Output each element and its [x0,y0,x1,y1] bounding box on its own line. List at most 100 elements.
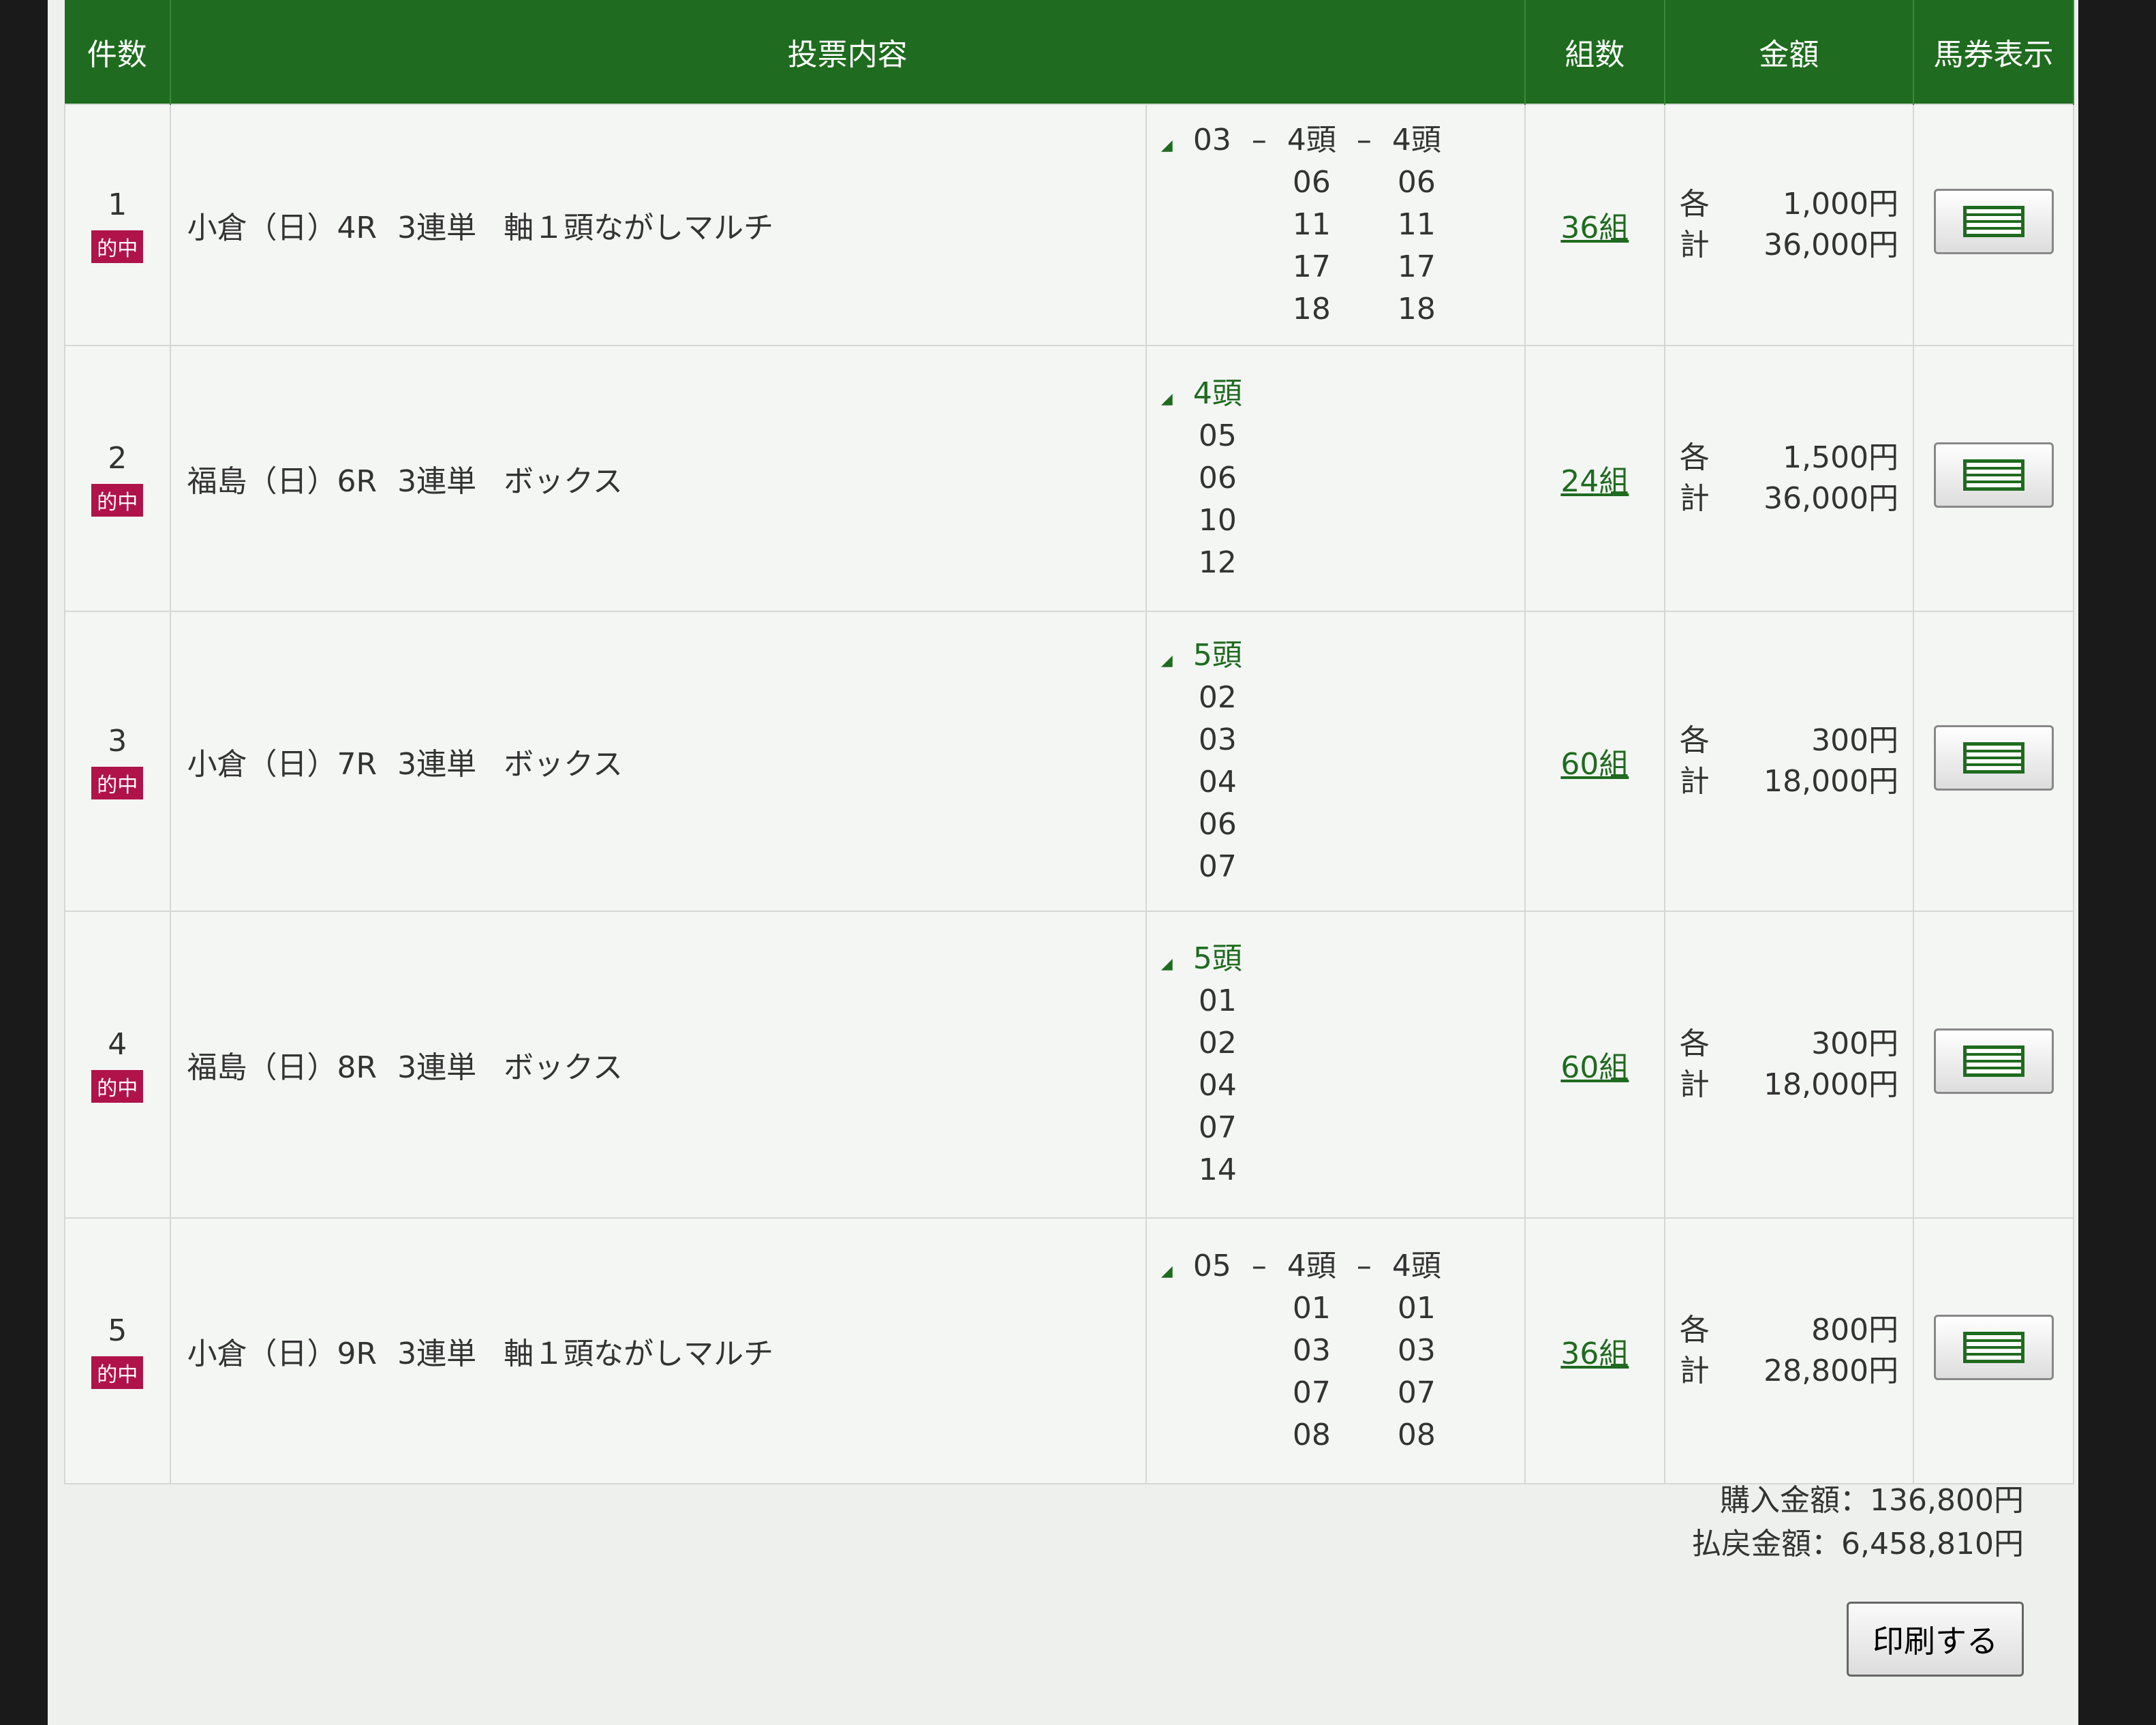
horse-number: 11 [1397,207,1436,242]
horse-number: 06 [1292,165,1331,200]
kumi-link[interactable]: 60組 [1560,747,1629,782]
kumi-link[interactable]: 60組 [1560,1050,1629,1085]
each-amount: 1,000円 [1783,187,1899,222]
amount-cell: 各 1,000円計 36,000円 [1663,104,1915,346]
each-amount: 800円 [1811,1313,1899,1347]
bet-type: 3連単 [397,211,477,245]
ticket-view-button[interactable] [1933,188,2054,254]
selection-column: 4頭 06 11 17 18 [1392,119,1441,331]
each-label: 各 [1679,187,1710,222]
horse-number: 07 [1198,849,1237,884]
race-cell: 小倉（日）4R 3連単 軸１頭ながしマルチ [169,104,1147,346]
selection: ◢ 5頭 02 03 04 06 07 [1148,621,1524,902]
horse-number: 07 [1397,1375,1436,1410]
count-cell: 4 的中 [64,911,171,1219]
kumi-link[interactable]: 36組 [1560,211,1629,245]
amount-grid: 各 1,000円計 36,000円 [1666,184,1912,266]
row-number: 5 [108,1313,127,1348]
amount-grid: 各 800円計 28,800円 [1666,1310,1912,1392]
hit-badge: 的中 [91,483,144,517]
kumi-link[interactable]: 24組 [1560,464,1629,499]
table-header: 件数 投票内容 組数 金額 馬券表示 [65,0,2074,104]
total-amount: 36,000円 [1764,481,1899,516]
axis-horse: 03 [1192,123,1231,157]
ticket-view-button[interactable] [1933,1314,2054,1380]
column-head: 4頭 [1287,123,1336,157]
purchase-total: 購入金額：136,800円 [1720,1483,2024,1518]
count-cell: 3 的中 [64,611,171,912]
col-count: 件数 [65,0,171,104]
horse-number: 11 [1292,207,1331,242]
bet-method: 軸１頭ながしマルチ [504,1337,774,1371]
kumi-cell: 36組 [1524,1217,1665,1484]
bet-method: ボックス [504,747,623,782]
amount-cell: 各 800円計 28,800円 [1663,1217,1915,1484]
ticket-icon [1962,459,2024,491]
race-name: 福島（日）8R [187,1050,378,1085]
table-row: 4 的中 福島（日）8R 3連単 ボックス ◢ 5頭 01 02 04 07 14 60組 各 300円計 1… [64,911,2074,1219]
selection-column: 4頭 01 03 07 08 [1392,1245,1441,1456]
selection-column: 4頭 06 11 17 18 [1287,119,1336,331]
triangle-icon: ◢ [1160,956,1173,973]
column-head: 4頭 [1391,123,1441,157]
totals: 購入金額：136,800円 払戻金額：6,458,810円 [1691,1479,2024,1566]
ticket-view-button[interactable] [1933,1028,2054,1094]
triangle-icon: ◢ [1160,391,1173,408]
amount-grid: 各 1,500円計 36,000円 [1666,438,1912,519]
bet-method: ボックス [504,464,623,499]
count-cell: 1 的中 [64,104,171,346]
separator-dash: – [1356,1249,1372,1283]
print-button[interactable]: 印刷する [1847,1602,2024,1677]
bet-type: 3連単 [397,1050,477,1085]
total-label: 計 [1679,481,1710,516]
column-head: 4頭 [1192,376,1242,411]
row-number: 2 [108,440,127,476]
race-cell: 福島（日）6R 3連単 ボックス [169,345,1147,612]
payout-total: 払戻金額：6,458,810円 [1691,1527,2024,1561]
race-name: 小倉（日）7R [187,747,378,782]
col-kumi: 組数 [1524,0,1665,104]
col-content: 投票内容 [170,0,1526,104]
bet-table: 件数 投票内容 組数 金額 馬券表示 1 的中 小倉（日）4R 3連単 軸１頭ながしマル… [64,0,2074,1484]
hit-badge: 的中 [91,1069,144,1103]
ticket-view-cell [1913,104,2074,346]
selection-column: 5頭 02 03 04 06 07 [1193,635,1242,888]
hit-badge: 的中 [91,766,144,799]
ticket-icon [1962,742,2024,774]
horse-number: 02 [1198,1026,1237,1060]
each-amount: 300円 [1811,1026,1899,1061]
table-row: 2 的中 福島（日）6R 3連単 ボックス ◢ 4頭 05 06 10 12 24組 各 1,500円計 3… [64,345,2074,612]
race-name: 福島（日）6R [187,464,378,499]
betting-history-panel: 件数 投票内容 組数 金額 馬券表示 1 的中 小倉（日）4R 3連単 軸１頭ながしマル… [48,0,2078,1725]
amount-cell: 各 300円計 18,000円 [1663,911,1915,1219]
bet-type: 3連単 [397,747,477,782]
horse-number: 01 [1292,1291,1331,1326]
row-number: 4 [108,1026,127,1062]
column-head: 4頭 [1287,1249,1336,1283]
amount-cell: 各 300円計 18,000円 [1663,611,1915,912]
ticket-view-button[interactable] [1933,724,2054,791]
column-head: 4頭 [1391,1249,1441,1283]
column-head: 5頭 [1192,941,1242,976]
ticket-view-cell [1913,611,2074,912]
ticket-icon [1962,1331,2024,1363]
race-name: 小倉（日）9R [187,1337,378,1371]
amount-grid: 各 300円計 18,000円 [1666,1024,1912,1105]
selection: ◢ 4頭 05 06 10 12 [1148,359,1524,598]
horse-number: 18 [1292,292,1331,326]
selection-column: 4頭 05 06 10 12 [1193,373,1242,584]
total-label: 計 [1679,1354,1710,1388]
ticket-view-button[interactable] [1933,442,2054,508]
ticket-view-cell [1913,911,2074,1219]
each-amount: 1,500円 [1783,440,1899,475]
horse-number: 14 [1198,1152,1237,1187]
count-cell: 5 的中 [64,1217,171,1484]
horse-number: 01 [1397,1291,1436,1326]
col-ticket-view: 馬券表示 [1913,0,2074,104]
col-amount: 金額 [1664,0,1915,104]
kumi-cell: 24組 [1524,345,1665,612]
each-label: 各 [1679,1313,1710,1347]
kumi-link[interactable]: 36組 [1560,1337,1629,1371]
total-amount: 28,800円 [1764,1354,1899,1388]
row-number: 3 [108,723,127,759]
